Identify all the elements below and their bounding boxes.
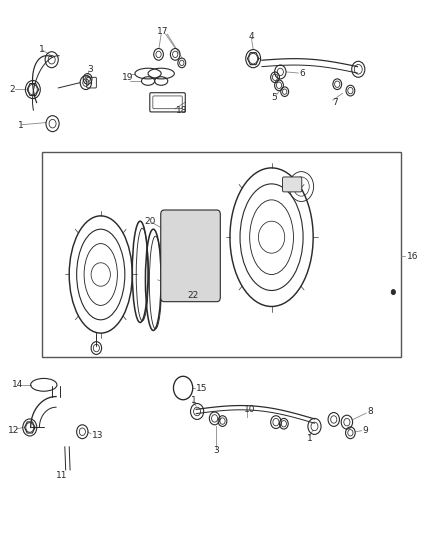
Text: 12: 12 [8, 426, 19, 434]
Text: 3: 3 [88, 65, 93, 74]
Text: 13: 13 [92, 431, 103, 440]
FancyBboxPatch shape [283, 177, 302, 192]
Text: 1: 1 [307, 434, 312, 442]
Text: 15: 15 [196, 384, 208, 392]
Circle shape [391, 289, 396, 295]
Text: 20: 20 [145, 217, 156, 225]
Text: 14: 14 [12, 381, 24, 389]
Text: 16: 16 [407, 253, 419, 261]
Text: 1: 1 [39, 45, 44, 53]
Text: 6: 6 [299, 69, 305, 77]
Text: 7: 7 [332, 99, 338, 107]
Text: 10: 10 [244, 405, 256, 414]
Text: 5: 5 [272, 93, 277, 101]
Text: 1: 1 [191, 397, 196, 405]
Text: 2: 2 [10, 85, 15, 93]
Text: 18: 18 [176, 106, 187, 115]
Text: 4: 4 [249, 32, 254, 41]
Text: 11: 11 [57, 471, 68, 480]
Text: 22: 22 [187, 292, 199, 300]
Bar [42, 152, 401, 357]
Text: 17: 17 [157, 28, 169, 36]
Text: 9: 9 [363, 426, 368, 435]
Text: 19: 19 [122, 73, 133, 82]
Text: 3: 3 [214, 446, 219, 455]
FancyBboxPatch shape [161, 210, 220, 302]
Text: 1: 1 [18, 121, 23, 130]
Text: 8: 8 [367, 407, 373, 416]
